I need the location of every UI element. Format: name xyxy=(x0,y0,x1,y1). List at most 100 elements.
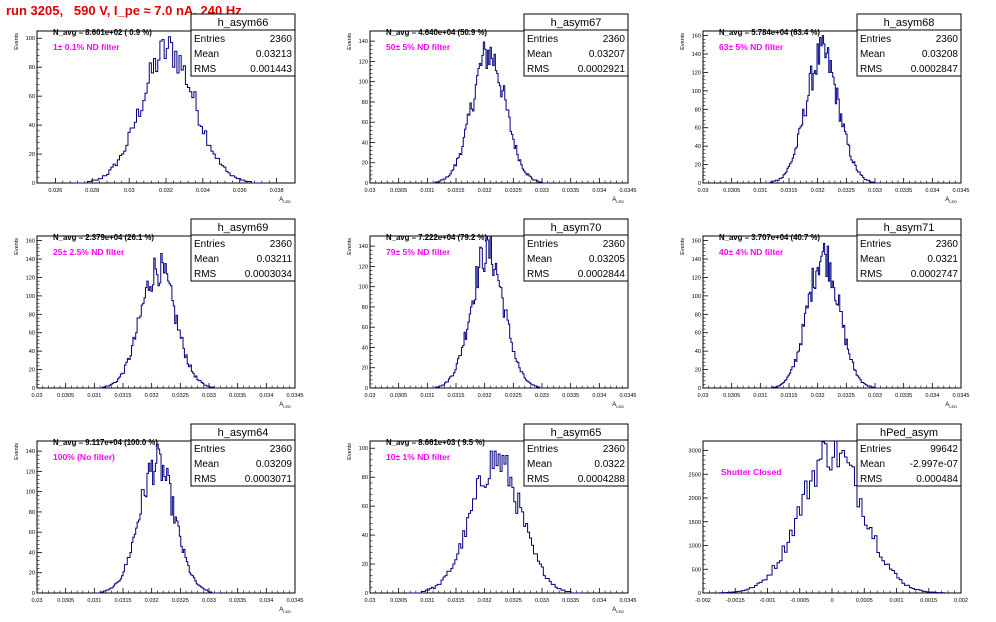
y-tick-label: 60 xyxy=(695,331,701,337)
x-axis-label-subscript: LED xyxy=(949,199,957,204)
x-tick-label: 0.032 xyxy=(811,188,825,194)
y-tick-label: 120 xyxy=(359,59,368,65)
filter-annotation: 50± 5% ND filter xyxy=(386,42,451,52)
stats-label: Mean xyxy=(527,49,552,60)
y-tick-label: 20 xyxy=(362,161,368,167)
y-tick-label: 80 xyxy=(29,65,35,71)
stats-value: 0.03208 xyxy=(922,49,959,60)
stats-label: RMS xyxy=(860,474,883,485)
stats-value: 0.03213 xyxy=(256,49,293,60)
x-tick-label: 0.0005 xyxy=(856,598,873,604)
x-tick-label: 0.033 xyxy=(868,188,882,194)
x-axis-label: ALED xyxy=(612,402,624,409)
stats-box-title: h_asym71 xyxy=(884,222,935,234)
y-tick-label: 0 xyxy=(32,181,35,187)
histogram-panel-h-asym65: 0.03 0.0305 0.031 0.0315 0.032 0.0325 0.033 0.0… xyxy=(347,423,637,614)
x-tick-label: 0.0015 xyxy=(920,598,937,604)
x-tick-label: 0.0315 xyxy=(114,598,131,604)
x-tick-label: 0.033 xyxy=(535,598,549,604)
x-tick-label: 0.034 xyxy=(196,188,210,194)
x-tick-label: 0.036 xyxy=(233,188,247,194)
x-tick-label: 0.031 xyxy=(87,598,101,604)
x-tick-label: 0.03 xyxy=(365,188,376,194)
y-tick-label: 20 xyxy=(695,368,701,374)
x-tick-label: 0.034 xyxy=(925,188,939,194)
stats-box-title: h_asym69 xyxy=(218,222,269,234)
y-tick-label: 120 xyxy=(359,264,368,270)
x-tick-label: 0.0345 xyxy=(952,188,969,194)
y-tick-label: 60 xyxy=(29,331,35,337)
y-tick-label: 60 xyxy=(29,94,35,100)
stats-box xyxy=(856,218,962,282)
x-tick-label: 0.03 xyxy=(365,393,376,399)
stats-value: 0.0002921 xyxy=(578,64,626,75)
x-tick-label: 0.0335 xyxy=(229,598,246,604)
y-tick-label: 120 xyxy=(692,70,701,76)
y-tick-label: 140 xyxy=(359,244,368,250)
plot-frame xyxy=(702,30,962,184)
y-tick-label: 160 xyxy=(692,34,701,40)
y-tick-label: 120 xyxy=(26,275,35,281)
stats-label: Entries xyxy=(527,34,558,45)
histogram-series xyxy=(763,35,882,184)
y-tick-label: 140 xyxy=(359,39,368,45)
x-tick-label: 0.0315 xyxy=(114,393,131,399)
filter-annotation: 100% (No filter) xyxy=(53,452,115,462)
x-tick-label: 0.0335 xyxy=(562,188,579,194)
stats-value: 0.03209 xyxy=(256,459,293,470)
x-tick-label: -0.001 xyxy=(760,598,776,604)
x-tick-label: 0.0305 xyxy=(723,188,740,194)
x-tick-label: 0.034 xyxy=(259,393,273,399)
plot-frame xyxy=(369,440,629,594)
y-tick-label: 20 xyxy=(29,152,35,158)
stats-label: Entries xyxy=(194,239,225,250)
x-tick-label: 0.032 xyxy=(811,393,825,399)
y-tick-label: 140 xyxy=(692,257,701,263)
stats-label: RMS xyxy=(527,269,550,280)
x-axis-label-subscript: LED xyxy=(283,609,291,614)
y-tick-label: 20 xyxy=(695,163,701,169)
n-avg-label: N_avg = 9.117e+04 (100.0 %) xyxy=(53,438,158,447)
histogram-series xyxy=(72,36,265,184)
stats-label: Entries xyxy=(860,239,891,250)
x-tick-label: 0.0325 xyxy=(838,393,855,399)
stats-label: Mean xyxy=(860,254,885,265)
stats-label: RMS xyxy=(194,474,217,485)
n-avg-label: N_avg = 2.379e+04 (26.1 %) xyxy=(53,233,154,242)
x-tick-label: -0.002 xyxy=(695,598,711,604)
stats-box xyxy=(523,13,629,77)
x-tick-label: 0.034 xyxy=(925,393,939,399)
y-tick-label: 60 xyxy=(29,530,35,536)
x-tick-label: 0.03 xyxy=(698,393,709,399)
y-tick-label: 100 xyxy=(692,89,701,95)
x-tick-label: 0.031 xyxy=(420,598,434,604)
x-axis-label: ALED xyxy=(945,402,957,409)
y-tick-label: 0 xyxy=(32,591,35,597)
x-axis-label: ALED xyxy=(279,197,291,204)
y-tick-label: 60 xyxy=(362,325,368,331)
x-tick-label: 0.0345 xyxy=(619,188,636,194)
x-tick-label: 0.028 xyxy=(85,188,99,194)
y-tick-label: 60 xyxy=(362,120,368,126)
stats-value: 0.03207 xyxy=(589,49,626,60)
stats-label: Entries xyxy=(527,444,558,455)
x-tick-label: -0.0015 xyxy=(726,598,745,604)
x-tick-label: 0.032 xyxy=(159,188,173,194)
y-tick-label: 100 xyxy=(26,490,35,496)
x-tick-label: 0.0325 xyxy=(505,188,522,194)
histogram-panel-hped-asym: -0.002 -0.0015 -0.001 -0.0005 0 0.0005 0.001 0.… xyxy=(689,423,968,604)
y-tick-label: 100 xyxy=(359,446,368,452)
n-avg-label: N_avg = 3.707e+04 (40.7 %) xyxy=(719,233,820,242)
histogram-panel-h-asym70: 0.03 0.0305 0.031 0.0315 0.032 0.0325 0.033 0.0… xyxy=(347,218,637,409)
stats-box xyxy=(523,218,629,282)
y-tick-label: 160 xyxy=(26,239,35,245)
y-tick-label: 40 xyxy=(695,144,701,150)
x-tick-label: 0.0305 xyxy=(57,598,74,604)
stats-value: 0.0002844 xyxy=(578,269,626,280)
stats-box xyxy=(856,13,962,77)
x-tick-label: 0.032 xyxy=(478,598,492,604)
y-tick-label: 140 xyxy=(692,52,701,58)
y-tick-label: 40 xyxy=(362,140,368,146)
x-axis-label: ALED xyxy=(279,607,291,614)
